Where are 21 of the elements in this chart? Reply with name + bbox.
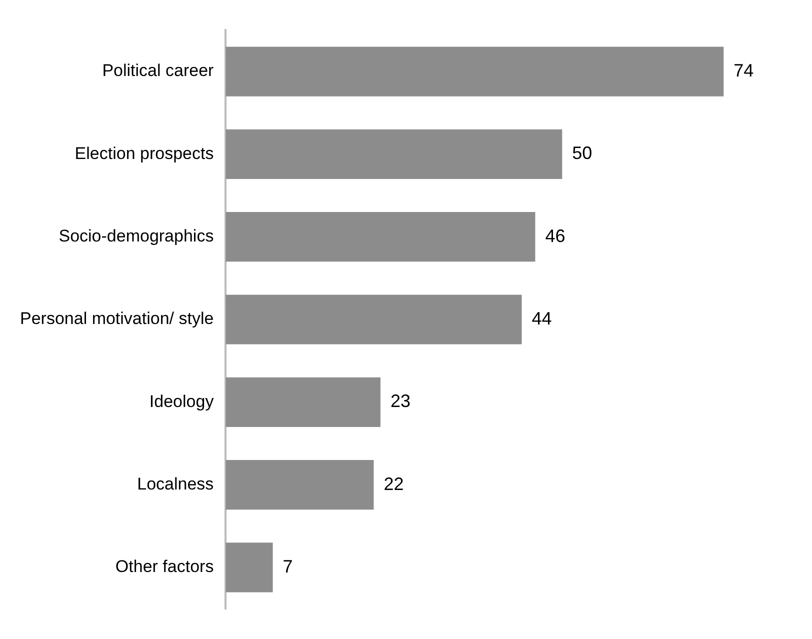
data-label: 46 xyxy=(545,226,566,246)
y-tick-label: Localness xyxy=(137,474,214,494)
y-tick-label: Election prospects xyxy=(74,144,214,163)
bar xyxy=(226,129,562,179)
data-label: 7 xyxy=(282,556,293,576)
data-label: 44 xyxy=(532,308,552,328)
bar xyxy=(226,294,522,344)
bar xyxy=(226,377,380,427)
y-tick-label: Ideology xyxy=(149,392,214,411)
y-tick-label: Political career xyxy=(102,61,214,80)
data-label: 74 xyxy=(734,60,754,80)
data-label: 50 xyxy=(572,143,592,164)
data-label: 22 xyxy=(384,474,404,494)
bar xyxy=(226,212,536,262)
bar xyxy=(226,542,273,592)
bar xyxy=(226,46,724,96)
data-label: 23 xyxy=(390,391,410,412)
y-tick-label: Personal motivation/ style xyxy=(20,309,214,328)
y-tick-label: Socio-demographics xyxy=(58,226,214,246)
bar xyxy=(226,460,374,510)
y-tick-label: Other factors xyxy=(115,557,214,576)
